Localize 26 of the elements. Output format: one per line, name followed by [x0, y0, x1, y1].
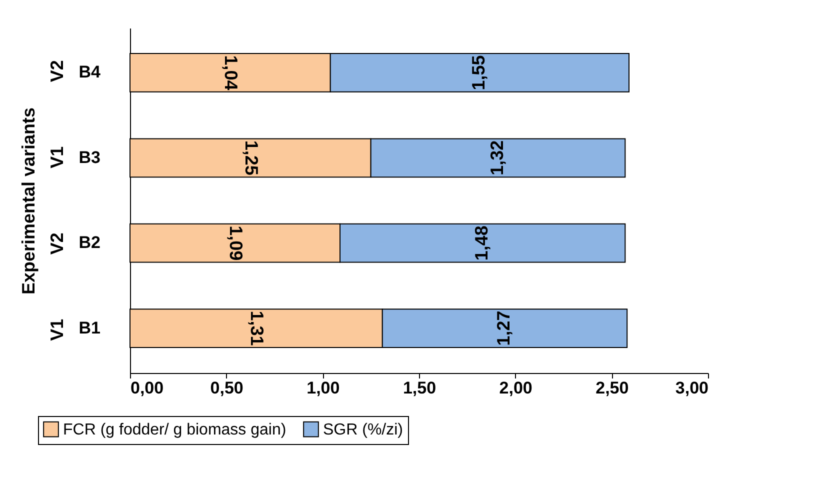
legend-label: SGR (%/zi) [323, 421, 403, 438]
data-label: 1,32 [486, 140, 507, 176]
x-tick-label: 0,50 [210, 378, 244, 398]
data-label: 1,04 [221, 55, 242, 90]
data-label: 1,55 [468, 55, 489, 90]
y-tick-label: B2 [78, 233, 100, 252]
text: V1 [47, 318, 67, 341]
data-label: 1,27 [494, 310, 514, 346]
data-label: 1,31 [247, 310, 268, 346]
x-tick-label: 3,00 [675, 378, 708, 398]
data-label: 1,09 [226, 226, 246, 261]
x-tick-label: 0,00 [130, 378, 164, 398]
x-tick-label: 1,50 [402, 378, 436, 398]
data-label: 1,48 [472, 226, 492, 261]
data-label: 1,25 [241, 140, 262, 176]
y-axis-title: Experimental variants [18, 107, 38, 295]
legend-label: FCR (g fodder/ g biomass gain) [63, 421, 286, 438]
x-tick-label: 2,00 [499, 378, 532, 398]
y-tick-label: B1 [78, 318, 100, 338]
y-tick-label: B4 [78, 62, 102, 82]
x-tick-label: 1,00 [306, 378, 340, 398]
text: V2 [47, 60, 67, 82]
text: V1 [47, 146, 67, 168]
x-tick-label: 2,50 [596, 378, 629, 398]
text: V2 [47, 232, 67, 255]
y-tick-label: B3 [78, 148, 100, 167]
